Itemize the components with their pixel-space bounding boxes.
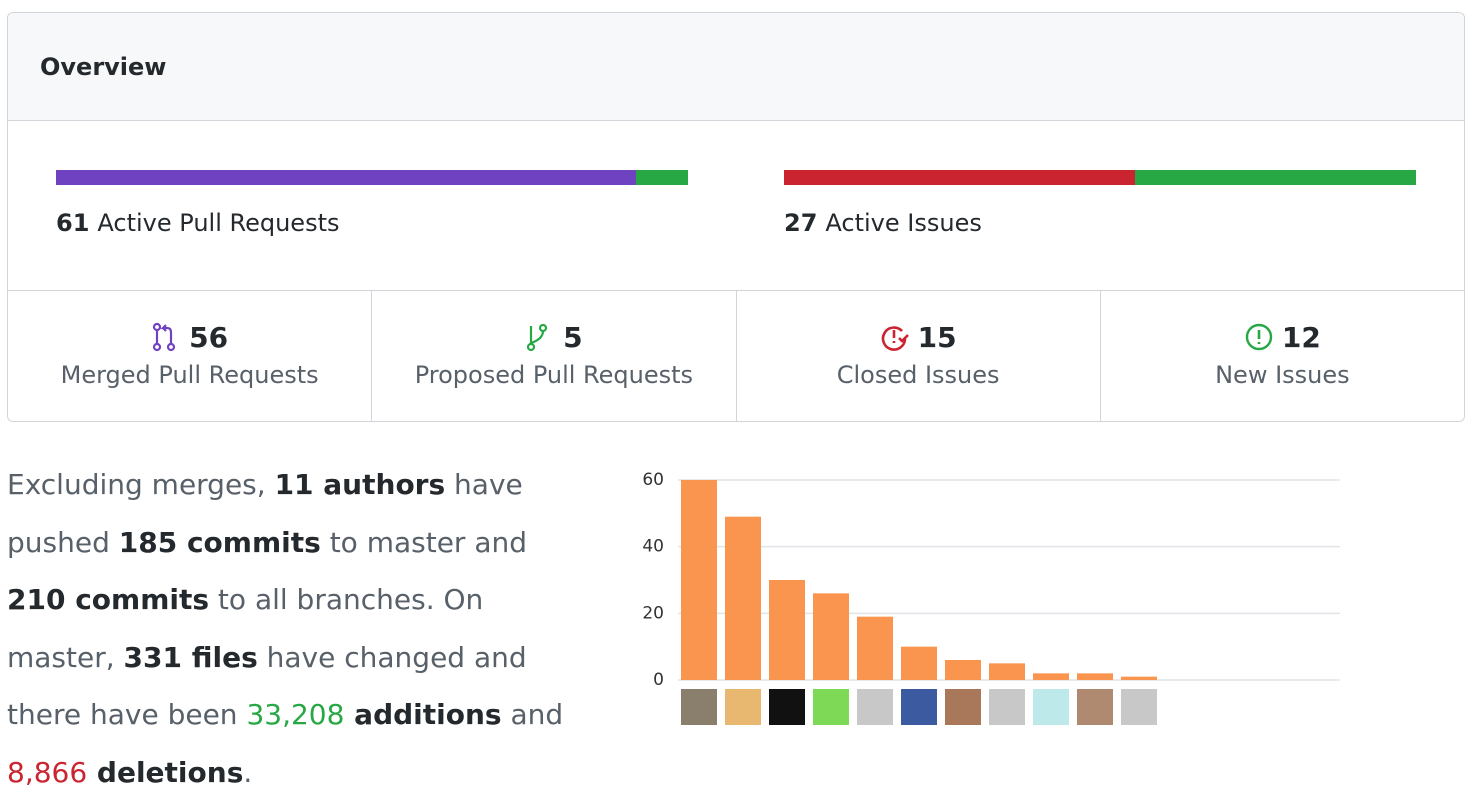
stat-row: 56 Merged Pull Requests 5 Proposed Pull Req…: [8, 290, 1464, 421]
count: 27: [784, 209, 818, 237]
panel-title: Overview: [40, 53, 167, 81]
stat-number: 15: [737, 319, 1100, 355]
author-avatar: [769, 689, 805, 725]
bar-segment: [636, 170, 688, 185]
issue-caption: 27 Active Issues: [784, 209, 982, 237]
bar: [769, 580, 805, 680]
bar: [857, 616, 893, 680]
summary-segment: have pushed: [7, 468, 523, 559]
bar-segment: [1135, 170, 1416, 185]
bar: [813, 593, 849, 680]
issue-bar: [784, 170, 1416, 185]
bar: [989, 663, 1025, 680]
summary-segment: .: [243, 755, 253, 789]
stat-number: 56: [8, 319, 371, 355]
page: Overview 61 Active Pull Requests 27 Active…: [7, 12, 1465, 789]
stat-label: Merged Pull Requests: [60, 361, 319, 389]
author-avatar: [901, 689, 937, 725]
summary-segment: 11 authors: [274, 468, 446, 501]
bar-segment: [784, 170, 1136, 185]
summary-segment: have changed and there have been: [7, 640, 527, 732]
summary-segment: 210 commits: [7, 583, 210, 616]
count: 61: [56, 209, 90, 237]
author-avatar: [725, 689, 761, 725]
stat-count: 56: [189, 320, 229, 354]
author-avatar: [813, 689, 849, 725]
stat-number: 12: [1101, 319, 1464, 355]
author-avatar: [1077, 689, 1113, 725]
bar-segment: [56, 170, 637, 185]
bar: [1033, 673, 1069, 680]
author-avatar: [989, 689, 1025, 725]
summary-segment: and: [501, 698, 564, 731]
y-tick-label: 40: [642, 537, 664, 557]
stat-icon: [1245, 323, 1273, 351]
bar: [725, 516, 761, 680]
summary-segment: 33,208: [246, 698, 345, 731]
author-avatar: [857, 689, 893, 725]
stat-label: Closed Issues: [836, 361, 1000, 389]
stat-cell: 56 Merged Pull Requests: [8, 291, 371, 421]
bar: [945, 660, 981, 680]
panel-header: Overview: [8, 13, 1464, 121]
bar: [1077, 673, 1113, 680]
summary-segment: to all branches. On master,: [7, 583, 484, 674]
stat-cell: 12 New Issues: [1099, 291, 1464, 421]
stat-count: 5: [563, 320, 583, 354]
summary-segment: 185 commits: [118, 525, 321, 559]
overview-panel: Overview 61 Active Pull Requests 27 Active…: [7, 12, 1465, 422]
bar: [901, 646, 937, 680]
stat-icon: [153, 322, 176, 352]
stat-icon: [881, 326, 909, 351]
author-avatar: [1033, 689, 1069, 725]
y-tick-label: 20: [642, 603, 664, 623]
summary-segment: deletions: [87, 755, 244, 789]
label: Active Issues: [825, 209, 982, 237]
stat-count: 15: [917, 320, 957, 354]
summary-segment: Excluding merges,: [7, 468, 275, 501]
stat-count: 12: [1281, 320, 1321, 354]
summary-segment: to master and: [320, 525, 528, 559]
commit-chart: 0 20 40 60: [642, 470, 1340, 725]
stat-label: Proposed Pull Requests: [414, 361, 694, 389]
stat-icon: [527, 323, 548, 352]
bar: [1121, 676, 1157, 680]
y-tick-label: 0: [653, 670, 664, 690]
summary-segment: additions: [344, 698, 502, 731]
stat-label: New Issues: [1215, 361, 1350, 389]
summary-text: Excluding merges, 11 authors have pushed…: [7, 456, 592, 801]
label: Active Pull Requests: [97, 209, 340, 237]
author-avatar: [1121, 689, 1157, 725]
pull-request-caption: 61 Active Pull Requests: [56, 209, 340, 237]
stat-number: 5: [372, 319, 735, 355]
stat-cell: 15 Closed Issues: [735, 291, 1100, 421]
summary-segment: 8,866: [7, 755, 88, 789]
stat-cell: 5 Proposed Pull Requests: [371, 291, 735, 421]
y-tick-label: 60: [642, 470, 664, 490]
bar: [681, 480, 717, 680]
author-avatar: [945, 689, 981, 725]
pull-request-bar: [56, 170, 688, 185]
summary-segment: 331 files: [123, 640, 258, 674]
author-avatar: [681, 689, 717, 725]
